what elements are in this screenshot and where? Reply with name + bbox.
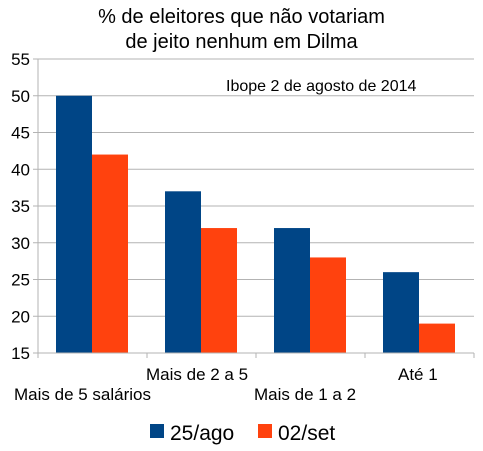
chart-annotation: Ibope 2 de agosto de 2014 xyxy=(226,78,416,95)
bar-25/ago xyxy=(383,272,419,353)
bar-25/ago xyxy=(165,191,201,353)
bars xyxy=(56,95,455,353)
y-tick-label: 45 xyxy=(11,124,30,143)
y-tick-label: 55 xyxy=(11,50,30,69)
legend-label: 25/ago xyxy=(170,422,234,445)
bar-25/ago xyxy=(56,95,92,353)
legend-label: 02/set xyxy=(278,422,335,445)
bar-02/set xyxy=(92,154,128,353)
chart-title-line-2: de jeito nenhum em Dilma xyxy=(125,31,358,53)
bar-25/ago xyxy=(274,228,310,353)
x-category-label: Mais de 5 salários xyxy=(14,385,151,404)
x-category-label: Mais de 2 a 5 xyxy=(146,365,248,384)
y-tick-label: 30 xyxy=(11,234,30,253)
y-tick-label: 40 xyxy=(11,160,30,179)
chart-title-line-1: % de eleitores que não votariam xyxy=(98,6,385,28)
y-tick-label: 15 xyxy=(11,344,30,363)
y-tick-label: 35 xyxy=(11,197,30,216)
x-category-label: Mais de 1 a 2 xyxy=(254,385,356,404)
legend-swatch-02/set xyxy=(258,424,272,438)
y-tick-label: 20 xyxy=(11,307,30,326)
bar-02/set xyxy=(201,228,237,353)
y-tick-label: 25 xyxy=(11,271,30,290)
legend-swatch-25/ago xyxy=(150,424,164,438)
x-category-label: Até 1 xyxy=(398,365,438,384)
bar-02/set xyxy=(310,257,346,353)
y-tick-label: 50 xyxy=(11,87,30,106)
legend: 25/ago 02/set xyxy=(150,422,335,445)
bar-02/set xyxy=(419,323,455,353)
